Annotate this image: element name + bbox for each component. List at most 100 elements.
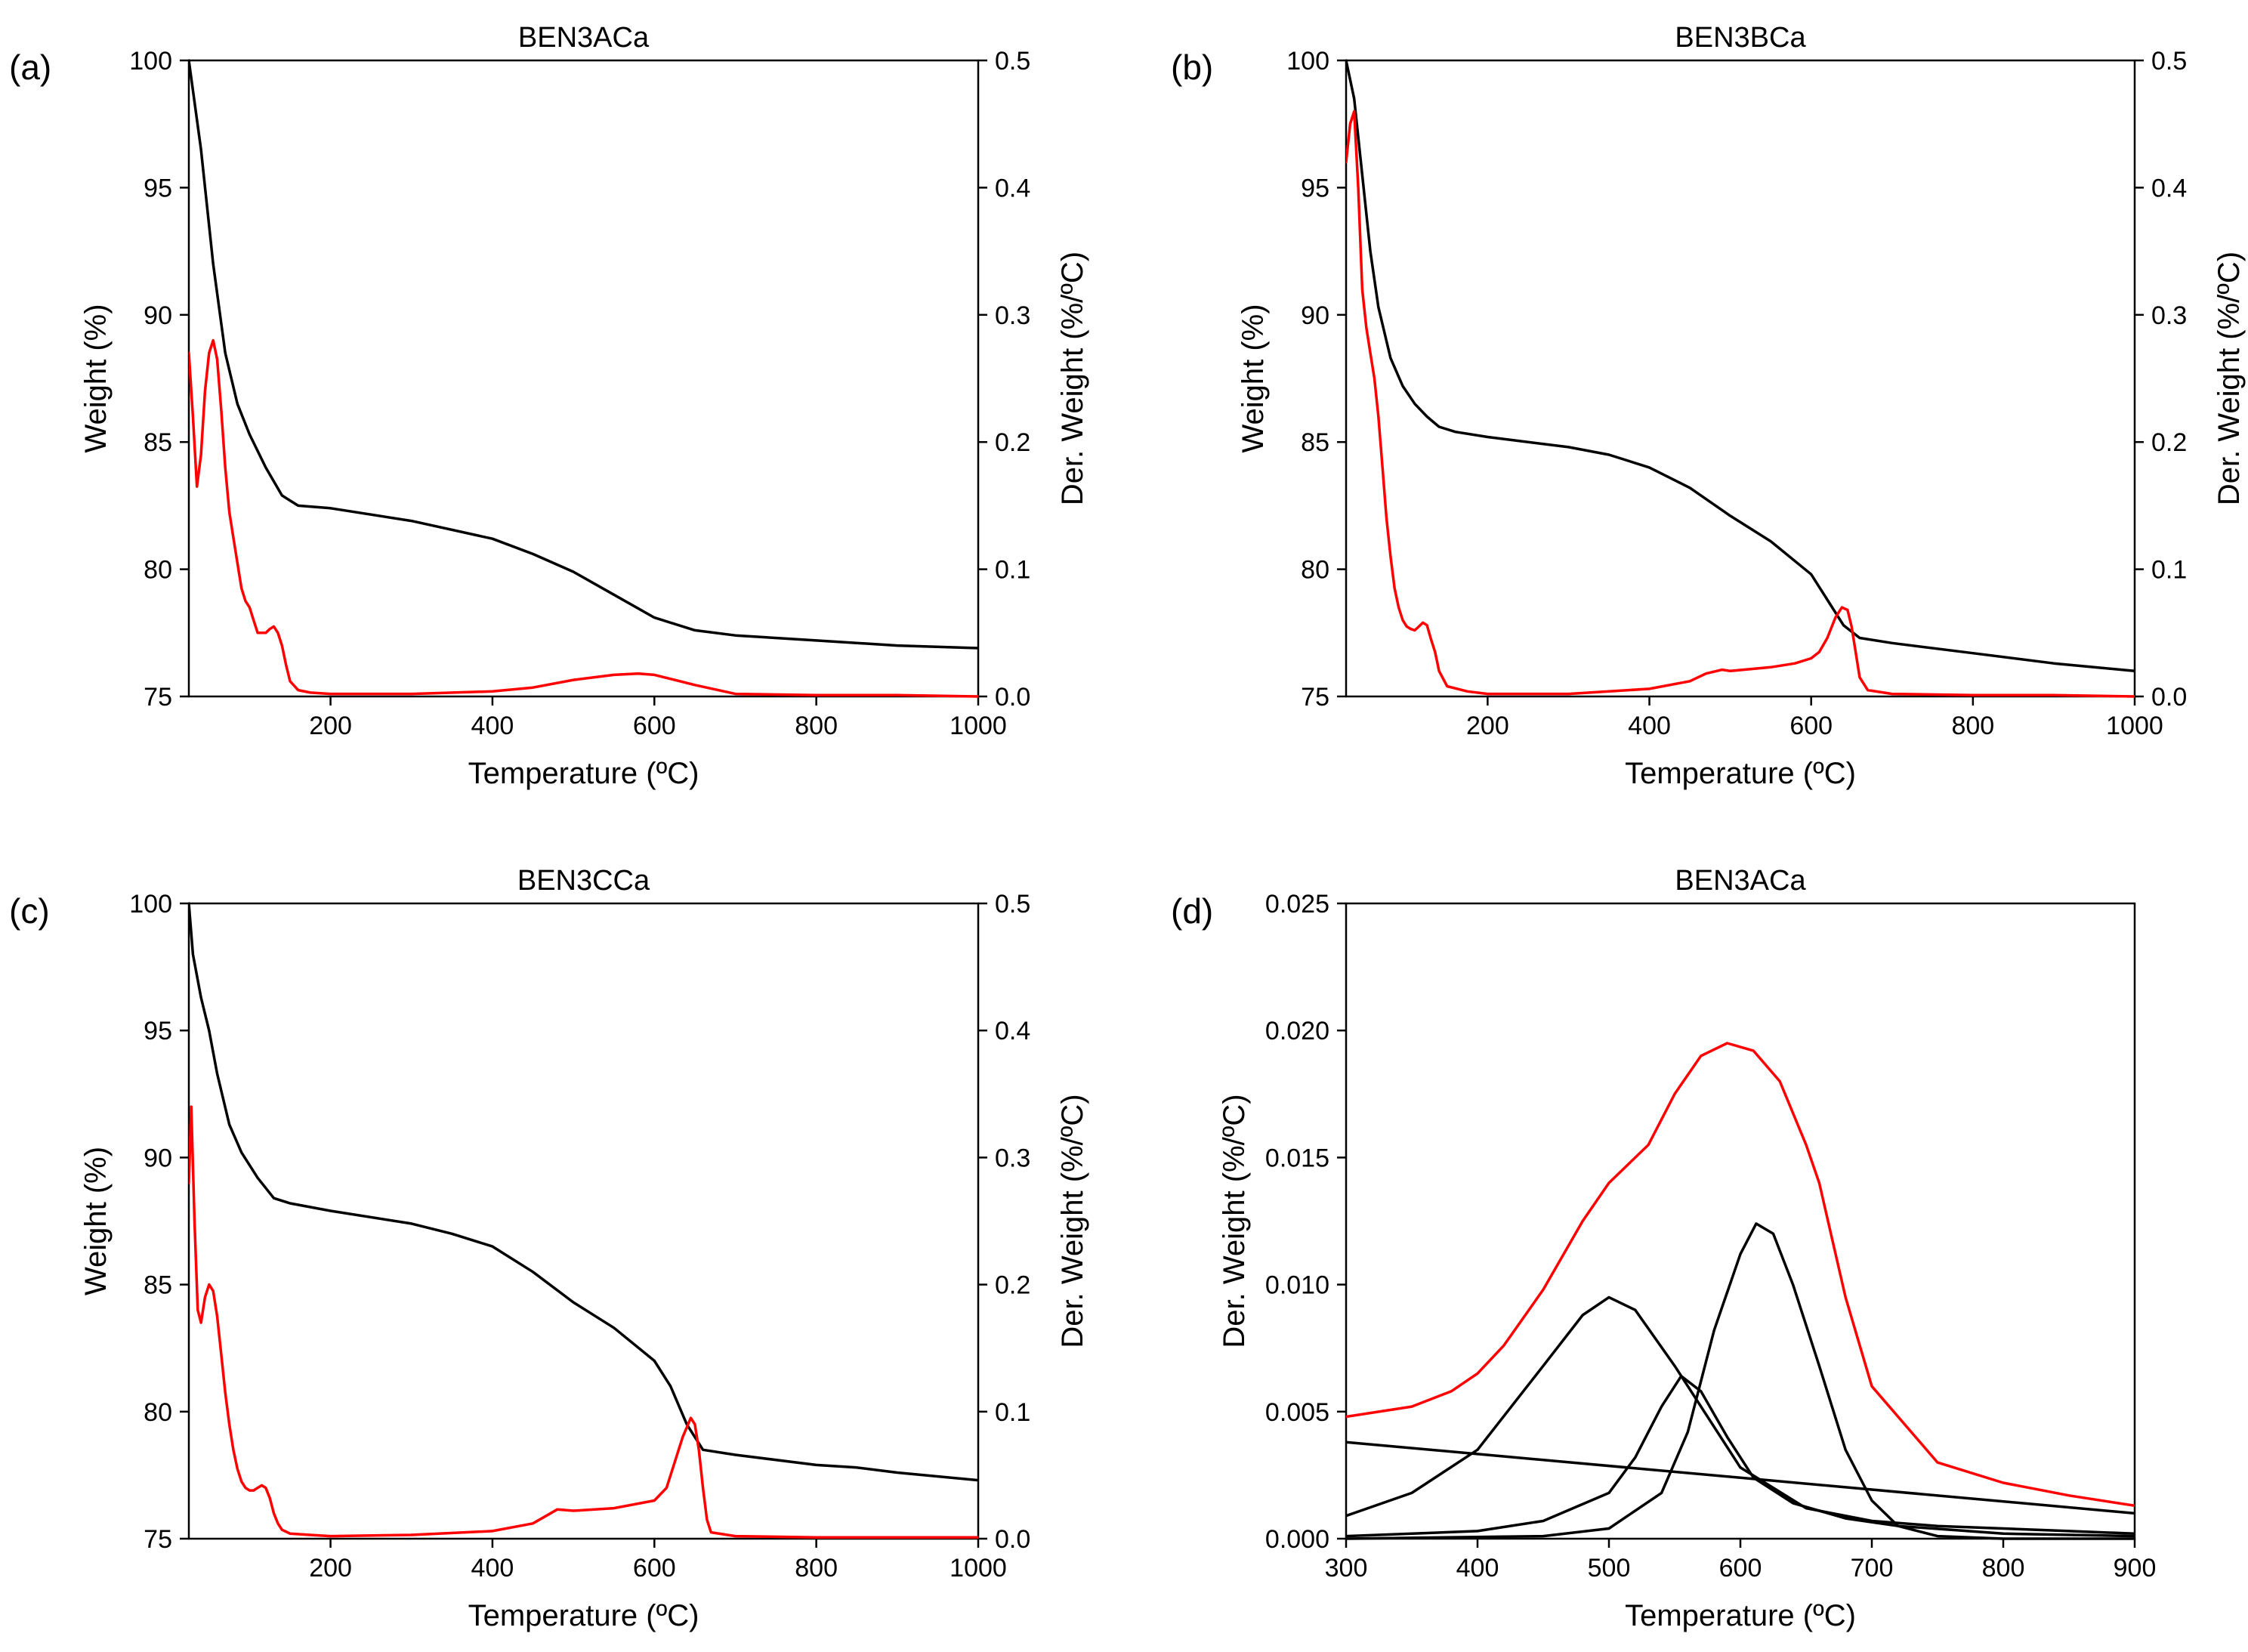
chart-panel-c: 200 400 600 800 1000 75 80 85 90 95 100 0.0 0.1 0.2 0.… — [9, 865, 1089, 1632]
x-tick-label: 200 — [309, 712, 352, 740]
x-tick-label: 400 — [471, 1554, 514, 1583]
panel-letter: (d) — [1171, 891, 1213, 931]
plot-frame — [187, 59, 980, 698]
series-line-peak-1 — [1346, 1295, 2135, 1536]
y-right-tick-label: 0.0 — [995, 1525, 1030, 1554]
y-right-tick-label: 0.3 — [995, 1144, 1030, 1172]
y-tick-label: 85 — [144, 1271, 172, 1300]
x-tick-label: 400 — [1628, 712, 1671, 740]
series-line-dtg — [1346, 1042, 2135, 1508]
y-tick-label: 0.010 — [1265, 1271, 1329, 1300]
y-tick-label: 95 — [1301, 174, 1329, 202]
series-line-weight — [189, 59, 978, 650]
y-right-axis-label: Der. Weight (%/ºC) — [1056, 1094, 1089, 1348]
panel-title: BEN3ACa — [1675, 865, 1806, 897]
x-tick-label: 600 — [1789, 712, 1833, 740]
chart-panel-a: 200 400 600 800 1000 75 80 85 90 95 100 0.0 0.1 0.2 0.… — [9, 22, 1089, 790]
panel-letter: (a) — [9, 48, 51, 87]
y-axis-label: Weight (%) — [79, 1147, 113, 1295]
series-line-peak-3 — [1346, 1222, 2135, 1540]
y-right-tick-label: 0.0 — [995, 683, 1030, 712]
chart-panel-d: 300 400 500 600 700 800 900 0.000 0.005 0.010 0.01… — [1171, 865, 2156, 1632]
y-axis-label: Weight (%) — [1237, 304, 1270, 452]
y-tick-label: 75 — [1301, 683, 1329, 712]
panel-letter: (b) — [1171, 48, 1213, 87]
x-tick-label: 800 — [1951, 712, 1994, 740]
y-tick-label: 80 — [144, 1398, 172, 1427]
series-line-weight — [1346, 59, 2135, 673]
series-group — [1346, 1042, 2135, 1540]
x-tick-label: 800 — [795, 1554, 838, 1583]
series-line-weight — [189, 902, 978, 1482]
y-right-tick-label: 0.5 — [995, 47, 1030, 76]
y-tick-label: 75 — [144, 1525, 172, 1554]
y-tick-label: 90 — [1301, 301, 1329, 330]
y-right-tick-label: 0.3 — [2151, 301, 2187, 330]
y-right-tick-label: 0.1 — [995, 556, 1030, 585]
y-right-tick-label: 0.2 — [995, 1271, 1030, 1300]
plot-frame — [1345, 59, 2136, 698]
chart-panel-b: 200 400 600 800 1000 75 80 85 90 95 100 0.0 0.1 0.2 0.… — [1171, 22, 2246, 790]
y-right-tick-label: 0.5 — [2151, 47, 2187, 76]
y-right-tick-label: 0.2 — [995, 428, 1030, 457]
x-tick-label: 1000 — [2106, 712, 2163, 740]
y-axis-label: Der. Weight (%/ºC) — [1218, 1094, 1251, 1348]
x-axis-label: Temperature (ºC) — [1625, 1599, 1856, 1632]
x-axis-label: Temperature (ºC) — [468, 1599, 699, 1632]
x-tick-label: 200 — [309, 1554, 352, 1583]
y-tick-label: 80 — [144, 556, 172, 585]
plot-frame — [187, 902, 980, 1540]
y-tick-label: 85 — [1301, 428, 1329, 457]
series-line-baseline — [1346, 1440, 2135, 1515]
y-tick-label: 100 — [1286, 47, 1329, 76]
x-tick-label: 600 — [633, 712, 676, 740]
y-right-tick-label: 0.2 — [2151, 428, 2187, 457]
y-right-axis-label: Der. Weight (%/ºC) — [1056, 252, 1089, 505]
y-tick-label: 0.020 — [1265, 1017, 1329, 1045]
panel-title: BEN3ACa — [518, 22, 650, 54]
y-tick-label: 95 — [144, 174, 172, 202]
x-tick-label: 1000 — [950, 712, 1007, 740]
y-right-axis-label: Der. Weight (%/ºC) — [2212, 252, 2246, 505]
y-tick-label: 90 — [144, 301, 172, 330]
y-tick-label: 100 — [129, 890, 172, 919]
y-axis-label: Weight (%) — [79, 304, 113, 452]
y-right-tick-label: 0.5 — [995, 890, 1030, 919]
x-tick-label: 800 — [795, 712, 838, 740]
series-group — [1346, 59, 2135, 698]
y-right-tick-label: 0.4 — [995, 174, 1030, 202]
panel-title: BEN3BCa — [1675, 22, 1806, 54]
x-tick-label: 600 — [633, 1554, 676, 1583]
x-tick-label: 200 — [1466, 712, 1509, 740]
plot-frame — [1345, 902, 2136, 1540]
series-line-der-weight — [189, 1105, 978, 1539]
y-tick-label: 95 — [144, 1017, 172, 1045]
x-tick-label: 500 — [1588, 1554, 1631, 1583]
y-tick-label: 0.025 — [1265, 890, 1329, 919]
y-right-tick-label: 0.1 — [2151, 556, 2187, 585]
x-tick-label: 1000 — [950, 1554, 1007, 1583]
y-tick-label: 0.015 — [1265, 1144, 1329, 1172]
x-tick-label: 900 — [2114, 1554, 2157, 1583]
series-line-peak-2 — [1346, 1374, 2135, 1538]
y-right-tick-label: 0.0 — [2151, 683, 2187, 712]
x-axis-label: Temperature (ºC) — [468, 757, 699, 790]
y-right-tick-label: 0.4 — [995, 1017, 1030, 1045]
y-tick-label: 80 — [1301, 556, 1329, 585]
x-tick-label: 600 — [1719, 1554, 1762, 1583]
x-tick-label: 800 — [1982, 1554, 2025, 1583]
y-right-tick-label: 0.4 — [2151, 174, 2187, 202]
x-tick-label: 700 — [1851, 1554, 1894, 1583]
y-right-tick-label: 0.3 — [995, 301, 1030, 330]
x-tick-label: 400 — [471, 712, 514, 740]
x-tick-label: 400 — [1456, 1554, 1499, 1583]
y-tick-label: 85 — [144, 428, 172, 457]
y-tick-label: 0.005 — [1265, 1398, 1329, 1427]
y-right-tick-label: 0.1 — [995, 1398, 1030, 1427]
panel-letter: (c) — [9, 891, 50, 931]
y-tick-label: 100 — [129, 47, 172, 76]
series-group — [189, 902, 978, 1539]
y-tick-label: 90 — [144, 1144, 172, 1172]
y-tick-label: 0.000 — [1265, 1525, 1329, 1554]
